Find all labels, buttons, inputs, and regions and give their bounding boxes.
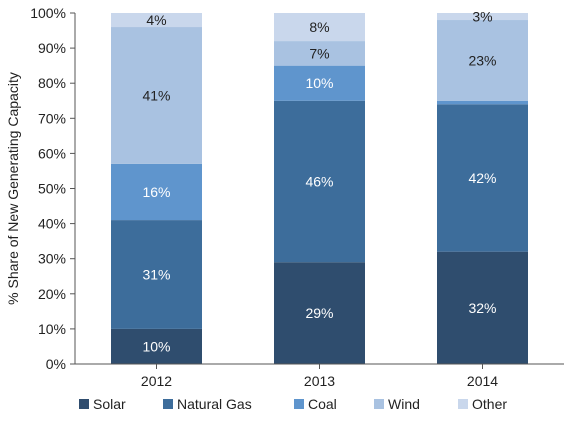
bar-segment-wind bbox=[274, 41, 365, 66]
legend-label: Natural Gas bbox=[177, 396, 252, 412]
legend-label: Coal bbox=[308, 396, 337, 412]
bar-segment-wind bbox=[111, 27, 202, 164]
data-label: 10% bbox=[142, 338, 170, 354]
x-tick-label: 2013 bbox=[304, 373, 335, 389]
bar-segment-solar bbox=[111, 328, 202, 364]
data-label: 23% bbox=[468, 52, 496, 68]
y-axis-label: % Share of New Generating Capacity bbox=[5, 72, 21, 305]
data-label: 42% bbox=[468, 170, 496, 186]
legend-label: Wind bbox=[388, 396, 420, 412]
legend-swatch bbox=[163, 399, 173, 409]
data-label: 7% bbox=[309, 45, 329, 61]
data-label: 10% bbox=[305, 75, 333, 91]
bar-segment-other bbox=[111, 13, 202, 28]
legend-swatch bbox=[294, 399, 304, 409]
plot-area: 10% 31% 16% 41% 4% 29% 46% 10% 7% 8% 32% 42% 23% 3% bbox=[111, 9, 528, 364]
bar-segment-wind bbox=[437, 20, 528, 101]
bar-segment-solar bbox=[274, 262, 365, 364]
bar-segment-coal bbox=[274, 65, 365, 101]
bar-segment-coal bbox=[111, 163, 202, 221]
x-tick-label: 2012 bbox=[141, 373, 172, 389]
data-label: 41% bbox=[142, 87, 170, 103]
y-tick-label: 10% bbox=[38, 321, 66, 337]
y-tick-label: 60% bbox=[38, 145, 66, 161]
legend-label: Solar bbox=[93, 396, 126, 412]
data-label: 3% bbox=[472, 9, 492, 25]
bar-segment-other bbox=[274, 13, 365, 42]
bar-segment-natural-gas bbox=[437, 104, 528, 252]
y-tick-label: 90% bbox=[38, 40, 66, 56]
data-label: 4% bbox=[146, 12, 166, 28]
data-label: 46% bbox=[305, 173, 333, 189]
y-tick-label: 80% bbox=[38, 75, 66, 91]
x-tick-label: 2014 bbox=[467, 373, 498, 389]
data-label: 31% bbox=[142, 266, 170, 282]
bar-segment-coal bbox=[437, 100, 528, 105]
data-label: 8% bbox=[309, 19, 329, 35]
y-tick-label: 20% bbox=[38, 286, 66, 302]
bar-segment-natural-gas bbox=[111, 220, 202, 329]
y-tick-label: 30% bbox=[38, 251, 66, 267]
data-label: 16% bbox=[142, 184, 170, 200]
y-tick-label: 0% bbox=[46, 356, 66, 372]
bar-segment-natural-gas bbox=[274, 100, 365, 263]
legend-label: Other bbox=[472, 396, 507, 412]
bar-segment-other bbox=[437, 13, 528, 21]
legend-swatch bbox=[458, 399, 468, 409]
data-label: 32% bbox=[468, 300, 496, 316]
data-label: 29% bbox=[305, 305, 333, 321]
legend: Solar Natural Gas Coal Wind Other bbox=[79, 396, 507, 412]
y-tick-label: 40% bbox=[38, 216, 66, 232]
y-tick-label: 50% bbox=[38, 181, 66, 197]
y-tick-label: 70% bbox=[38, 110, 66, 126]
legend-swatch bbox=[79, 399, 89, 409]
bar-segment-solar bbox=[437, 251, 528, 364]
y-axis: 0% 10% 20% 30% 40% 50% 60% 70% 80% 90% 100% bbox=[30, 5, 76, 372]
x-axis: 2012 2013 2014 bbox=[75, 363, 564, 389]
y-tick-label: 100% bbox=[30, 5, 66, 21]
legend-swatch bbox=[374, 399, 384, 409]
